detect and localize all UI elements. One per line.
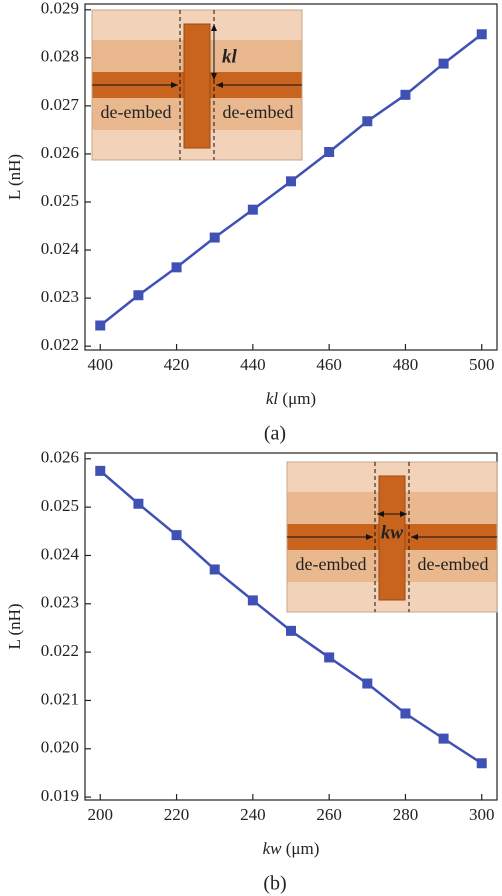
y-tick-label: 0.027: [41, 95, 80, 114]
data-point: [209, 232, 220, 243]
y-tick-label: 0.020: [41, 738, 79, 757]
y-tick-label: 0.021: [41, 689, 79, 708]
x-tick-label: 300: [469, 805, 495, 824]
y-tick-label: 0.025: [41, 496, 79, 515]
data-point: [324, 147, 335, 158]
data-point: [400, 708, 411, 719]
data-point: [438, 733, 449, 744]
caption: (a): [264, 423, 286, 445]
y-tick-label: 0.024: [41, 544, 80, 563]
x-tick-label: 500: [469, 355, 495, 374]
y-tick-label: 0.028: [41, 47, 79, 66]
data-point: [362, 678, 373, 689]
y-axis-label: L (nH): [5, 154, 24, 200]
plot-frame: [84, 452, 498, 801]
x-axis-unit: (μm): [286, 839, 320, 858]
data-point: [286, 176, 296, 187]
y-tick-label: 0.026: [41, 448, 79, 467]
x-tick-label: 240: [240, 805, 266, 824]
inset-text: de-embed: [296, 554, 367, 574]
inset-text: de-embed: [101, 102, 172, 122]
y-tick-label: 0.023: [41, 287, 79, 306]
plot-frame: [84, 3, 498, 351]
y-tick-label: 0.025: [41, 191, 79, 210]
data-point: [324, 652, 335, 663]
x-tick-label: 400: [88, 355, 114, 374]
x-tick-label: 440: [240, 355, 266, 374]
x-tick-label: 220: [164, 805, 190, 824]
inset-text: de-embed: [223, 102, 294, 122]
data-point: [286, 625, 296, 636]
inset-label: kw: [381, 522, 404, 543]
x-tick-label: 280: [393, 805, 419, 824]
data-point: [95, 320, 106, 331]
x-axis-label: kl (μm): [266, 389, 316, 408]
y-axis-label: L (nH): [5, 603, 24, 649]
inset-diagram: kl de-embed de-embed: [91, 9, 303, 161]
y-tick-label: 0.024: [41, 239, 80, 258]
data-point: [476, 758, 487, 769]
data-point: [171, 262, 182, 273]
data-point: [362, 116, 373, 127]
inset-label: kl: [222, 46, 238, 67]
data-point: [247, 595, 258, 606]
x-tick-label: 420: [164, 355, 190, 374]
data-point: [438, 58, 449, 69]
data-point: [476, 29, 487, 40]
x-axis-variable: kw: [263, 839, 283, 858]
data-point: [400, 89, 411, 100]
data-point: [209, 564, 220, 575]
x-axis-variable: kl: [266, 389, 279, 408]
x-axis-unit: (μm): [282, 389, 316, 408]
data-point: [95, 465, 106, 476]
data-point: [247, 204, 258, 215]
data-point: [171, 530, 182, 541]
y-tick-label: 0.019: [41, 786, 79, 805]
caption: (b): [263, 873, 286, 895]
strip: [183, 23, 211, 149]
x-tick-label: 480: [393, 355, 419, 374]
y-tick-label: 0.026: [41, 143, 79, 162]
x-axis-label: kw (μm): [263, 839, 320, 858]
data-point: [133, 498, 144, 509]
x-tick-label: 260: [316, 805, 342, 824]
x-tick-label: 460: [316, 355, 342, 374]
data-point: [133, 290, 144, 301]
inset-diagram: kw de-embed de-embed: [286, 461, 498, 613]
strip: [378, 475, 406, 601]
y-tick-label: 0.023: [41, 593, 79, 612]
y-tick-label: 0.029: [41, 0, 79, 18]
y-tick-label: 0.022: [41, 641, 79, 660]
inset-text: de-embed: [418, 554, 489, 574]
x-tick-label: 200: [88, 805, 114, 824]
y-tick-label: 0.022: [41, 335, 79, 354]
